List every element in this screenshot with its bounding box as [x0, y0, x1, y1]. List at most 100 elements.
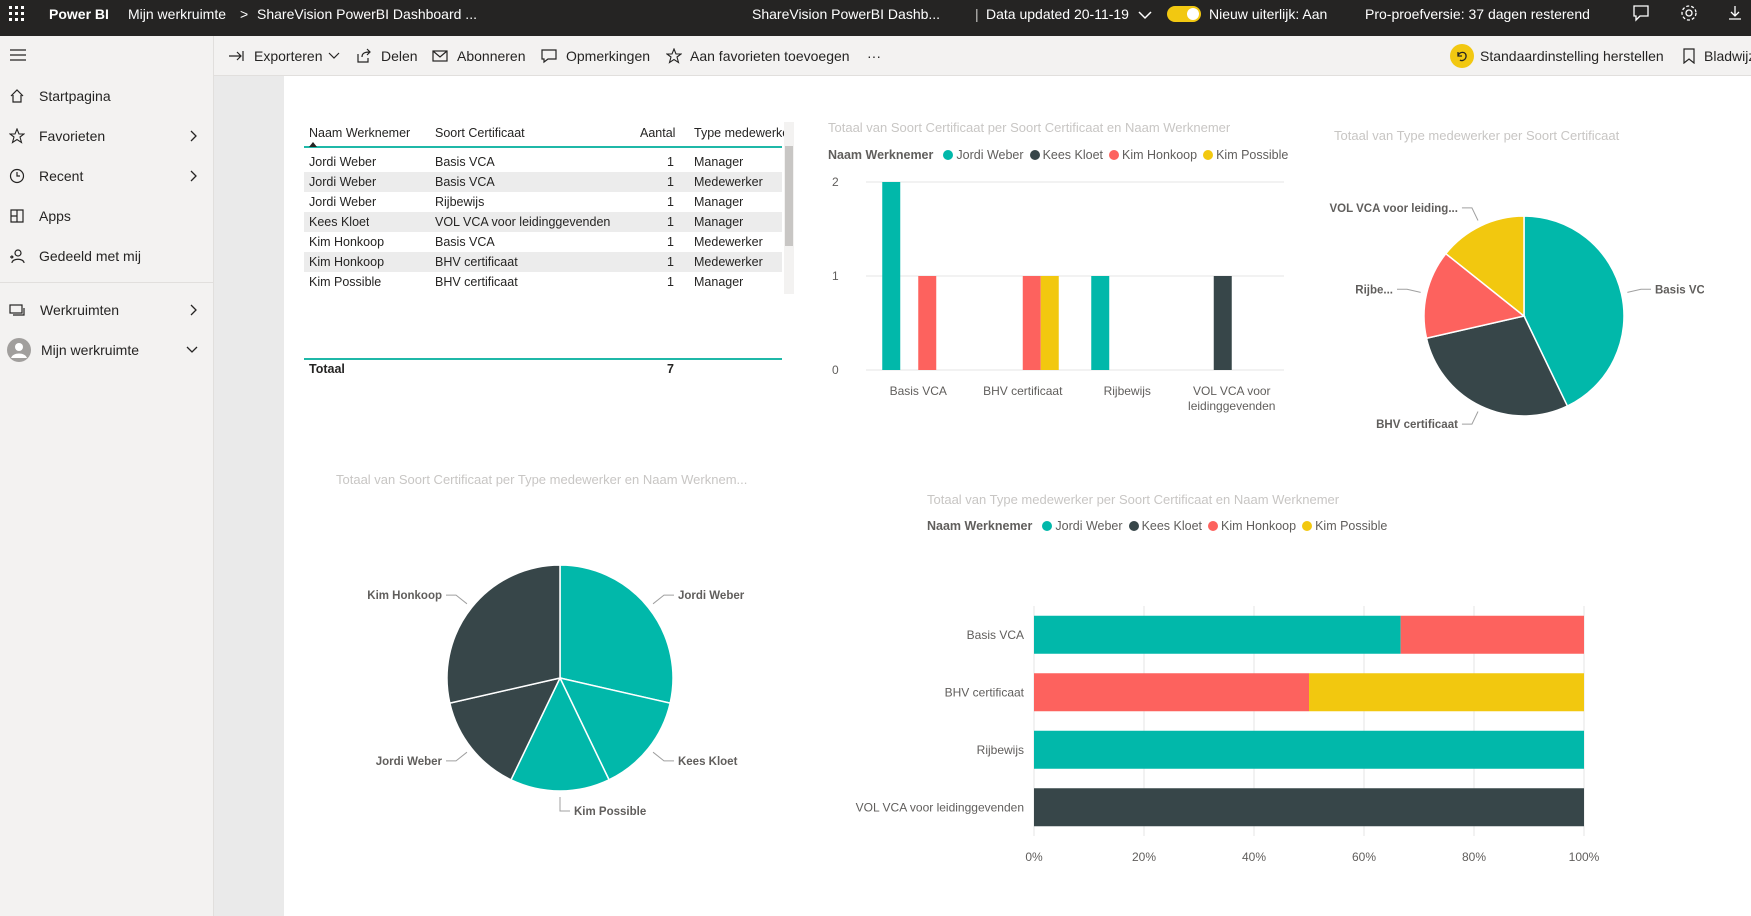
subscribe-button[interactable]: Abonneren	[457, 48, 526, 64]
pie-slice[interactable]	[558, 676, 672, 781]
pie-slice[interactable]	[446, 564, 561, 705]
home-icon	[10, 89, 24, 103]
bar-segment[interactable]	[1034, 615, 1401, 654]
table-row[interactable]: Jordi Weber Basis VCA 1 Manager	[304, 152, 782, 172]
certificate-table[interactable]: Naam Werknemer Soort Certificaat Aantal …	[304, 122, 794, 376]
hamburger-menu-icon[interactable]	[9, 48, 27, 62]
share-button[interactable]: Delen	[381, 48, 418, 64]
leader-line	[1397, 288, 1421, 293]
table-row[interactable]: Kim Possible BHV certificaat 1 Manager	[304, 272, 782, 292]
nav-item-my-workspace[interactable]: Mijn werkruimte	[0, 330, 214, 370]
pie-slice[interactable]	[559, 564, 674, 705]
nav-item-workspaces[interactable]: Werkruimten	[0, 290, 214, 330]
download-icon[interactable]	[1726, 4, 1744, 22]
gear-icon[interactable]	[1680, 4, 1698, 22]
workspaces-icon	[9, 304, 25, 316]
pie-slice[interactable]	[1444, 215, 1525, 318]
legend-item[interactable]: Kim Possible	[1203, 148, 1288, 162]
table-row[interactable]: Kim Honkoop BHV certificaat 1 Medewerker	[304, 252, 782, 272]
legend-item[interactable]: Kim Possible	[1302, 519, 1387, 533]
trial-status[interactable]: Pro-proefversie: 37 dagen resterend	[1365, 6, 1590, 22]
more-options-button[interactable]: ···	[867, 48, 881, 64]
legend-title: Naam Werknemer	[828, 148, 934, 162]
bar-segment[interactable]	[1034, 730, 1584, 769]
table-cell: 1	[667, 255, 674, 269]
pie-slice[interactable]	[509, 676, 611, 792]
pie-slice[interactable]	[1423, 252, 1526, 340]
y-tick-label: BHV certificaat	[945, 685, 1025, 699]
pie-chart-certificate-type[interactable]: Basis VCA BHV certificaat Rijbe... VOL VCA …	[1324, 166, 1704, 466]
nav-item-home[interactable]: Startpagina	[0, 76, 214, 116]
pie-chart-employee-type[interactable]: Jordi Weber Kees Kloet Kim Possible Jordi W…	[324, 506, 804, 836]
bar-segment[interactable]	[1034, 788, 1584, 827]
slice-label: Kim Possible	[574, 806, 646, 818]
table-row[interactable]: Jordi Weber Rijbewijs 1 Manager	[304, 192, 782, 212]
mail-icon	[432, 50, 448, 62]
y-tick-label: VOL VCA voor leidinggevenden	[856, 800, 1024, 814]
nav-item-shared[interactable]: Gedeeld met mij	[0, 236, 214, 276]
table-scrollbar[interactable]	[784, 122, 794, 294]
bar[interactable]	[1213, 276, 1232, 370]
chevron-down-icon[interactable]	[328, 52, 340, 60]
chevron-down-icon[interactable]	[1138, 10, 1152, 20]
breadcrumb-workspace[interactable]: Mijn werkruimte	[128, 6, 227, 22]
table-cell: 1	[667, 155, 674, 169]
bar[interactable]	[882, 182, 901, 370]
export-icon	[229, 51, 244, 61]
bar-segment[interactable]	[1309, 673, 1584, 712]
column-header[interactable]: Aantal	[640, 126, 676, 140]
legend-dot-icon	[1109, 150, 1120, 160]
chevron-right-icon[interactable]	[190, 304, 198, 316]
comments-button[interactable]: Opmerkingen	[566, 48, 651, 64]
nav-item-recent[interactable]: Recent	[0, 156, 214, 196]
slice-label: Basis VCA	[1655, 284, 1704, 296]
table-row[interactable]: Kim Honkoop Basis VCA 1 Medewerker	[304, 232, 782, 252]
legend-item[interactable]: Kees Kloet	[1029, 148, 1103, 162]
clustered-column-chart[interactable]: 0 1 2 Basis VCA BHV certificaat Rijbewijs VOL …	[824, 170, 1324, 430]
export-button[interactable]: Exporteren	[254, 48, 323, 64]
app-launcher-icon[interactable]	[8, 5, 26, 23]
bar[interactable]	[918, 276, 937, 370]
table-cell: Medewerker	[694, 175, 763, 189]
bookmarks-button[interactable]: Bladwijz	[1704, 48, 1751, 64]
add-favorite-button[interactable]: Aan favorieten toevoegen	[690, 48, 850, 64]
product-name[interactable]: Power BI	[49, 6, 109, 22]
pie-slice[interactable]	[1425, 315, 1569, 417]
nav-item-favorites[interactable]: Favorieten	[0, 116, 214, 156]
breadcrumb-report[interactable]: ShareVision PowerBI Dashboard ...	[257, 6, 477, 22]
chevron-right-icon[interactable]	[190, 170, 198, 182]
reset-default-button[interactable]: Standaardinstelling herstellen	[1480, 48, 1664, 64]
bar[interactable]	[1022, 276, 1041, 370]
legend-item[interactable]: Kim Honkoop	[1109, 148, 1197, 162]
legend-item[interactable]: Jordi Weber	[943, 148, 1024, 162]
legend-label: Jordi Weber	[956, 148, 1024, 162]
legend-item[interactable]: Kees Kloet	[1128, 519, 1202, 533]
nav-item-apps[interactable]: Apps	[0, 196, 214, 236]
table-row[interactable]: Kees Kloet VOL VCA voor leidinggevenden 1 M…	[304, 212, 782, 232]
bookmark-icon	[1683, 48, 1695, 64]
column-header[interactable]: Soort Certificaat	[435, 126, 525, 140]
bar-segment[interactable]	[1034, 673, 1309, 712]
feedback-icon[interactable]	[1632, 4, 1650, 22]
bar[interactable]	[1040, 276, 1059, 370]
column-header[interactable]: Type medewerker	[694, 126, 794, 140]
bar[interactable]	[1091, 276, 1110, 370]
pie-slice[interactable]	[1523, 215, 1625, 408]
bar-segment[interactable]	[1400, 615, 1584, 654]
data-updated-label[interactable]: Data updated 20-11-19	[986, 6, 1129, 22]
legend-item[interactable]: Jordi Weber	[1042, 519, 1123, 533]
column-header[interactable]: Naam Werknemer	[309, 126, 411, 140]
table-row[interactable]: Jordi Weber Basis VCA 1 Medewerker	[304, 172, 782, 192]
legend-item[interactable]: Kim Honkoop	[1208, 519, 1296, 533]
stacked-bar-chart[interactable]: 0% 20% 40% 60% 80% 100% Basis VCA BHV certifica…	[844, 606, 1624, 896]
undo-icon	[1450, 44, 1474, 68]
star-icon	[9, 128, 25, 144]
new-look-toggle[interactable]	[1167, 6, 1201, 22]
chevron-right-icon[interactable]	[190, 130, 198, 142]
slice-label: Kim Honkoop	[367, 590, 442, 602]
chevron-down-icon[interactable]	[186, 346, 198, 354]
leader-line	[559, 797, 570, 812]
pie-slice[interactable]	[448, 676, 562, 781]
scrollbar-thumb[interactable]	[785, 146, 793, 246]
chart-title: Totaal van Soort Certificaat per Type me…	[336, 472, 748, 487]
